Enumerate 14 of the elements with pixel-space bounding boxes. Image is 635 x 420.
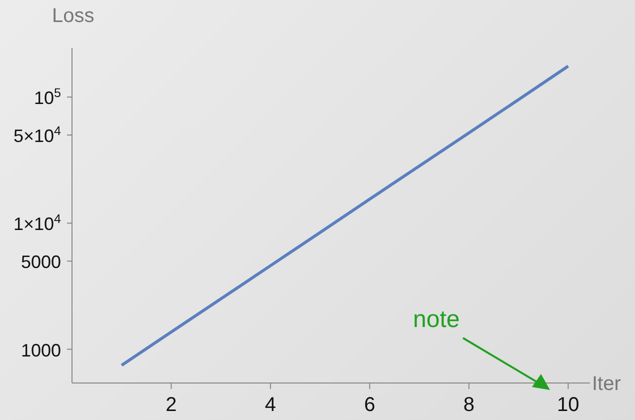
x-axis-title: Iter	[592, 373, 622, 395]
x-tick-label: 8	[463, 394, 474, 416]
y-tick-label: 10$^{5}$	[34, 86, 61, 108]
y-tick-label: 5000	[20, 252, 61, 272]
x-tick-label: 10	[557, 394, 580, 416]
y-axis-title: Loss	[52, 5, 94, 27]
line-series	[120, 64, 570, 367]
x-tick-label: 4	[264, 394, 276, 416]
annotation: note	[413, 306, 460, 333]
y-tick-label: 5×10$^{4}$	[13, 124, 61, 146]
y-tick-label: 1000	[20, 340, 61, 360]
y-tick-label: 1×10$^{4}$	[13, 212, 61, 234]
x-tick-label: 2	[166, 394, 177, 416]
x-tick-label: 6	[364, 394, 376, 416]
